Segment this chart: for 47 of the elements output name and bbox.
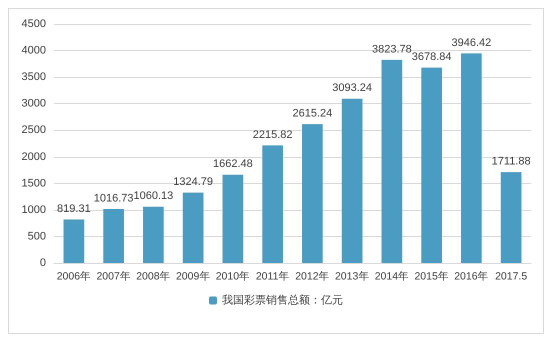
bar [64, 219, 84, 263]
x-tick-label: 2008年 [136, 270, 171, 282]
y-tick-label: 2000 [22, 150, 46, 163]
x-tick-label: 2012年 [295, 270, 330, 282]
y-tick-label: 3500 [22, 71, 46, 84]
x-tick-label: 2007年 [96, 270, 131, 282]
data-label: 3823.78 [372, 43, 412, 56]
bar [342, 98, 362, 263]
y-tick-label: 500 [28, 230, 46, 242]
bar [461, 53, 482, 263]
legend-label: 我国彩票销售总额：亿元 [222, 294, 343, 306]
x-tick-label: 2016年 [454, 270, 489, 282]
bar [382, 60, 402, 263]
x-tick-label: 2014年 [374, 270, 410, 282]
y-tick-label: 2500 [22, 124, 46, 136]
x-tick-label: 2013年 [334, 270, 370, 282]
data-label: 3093.24 [332, 82, 372, 94]
bar [421, 68, 442, 263]
y-tick-label: 4500 [22, 18, 46, 30]
bar [222, 174, 244, 263]
bar [500, 172, 522, 263]
bar [262, 145, 283, 263]
bar [302, 124, 323, 263]
bar [182, 192, 204, 263]
y-tick-label: 4000 [22, 44, 46, 57]
x-tick-label: 2009年 [176, 270, 210, 282]
data-label: 1016.73 [94, 192, 134, 204]
data-label: 1662.48 [212, 158, 253, 170]
bar [143, 206, 164, 263]
y-tick-label: 1500 [22, 177, 46, 190]
x-tick-label: 2015年 [414, 270, 449, 282]
y-tick-label: 0 [40, 257, 46, 269]
y-tick-label: 3000 [22, 98, 46, 110]
x-tick-label: 2011年 [256, 270, 290, 282]
data-label: 2615.24 [292, 108, 332, 120]
x-tick-label: 2017.5 [495, 270, 528, 282]
bar [103, 209, 124, 263]
x-tick-label: 2006年 [56, 270, 92, 282]
data-label: 1060.13 [133, 190, 174, 202]
data-label: 1711.88 [492, 156, 531, 168]
y-tick-label: 1000 [22, 204, 46, 216]
data-label: 819.31 [57, 202, 91, 215]
data-label: 1324.79 [173, 176, 214, 188]
data-label: 3678.84 [412, 51, 452, 64]
data-label: 3946.42 [451, 36, 492, 49]
x-tick-label: 2010年 [216, 270, 250, 282]
data-label: 2215.82 [252, 128, 293, 141]
